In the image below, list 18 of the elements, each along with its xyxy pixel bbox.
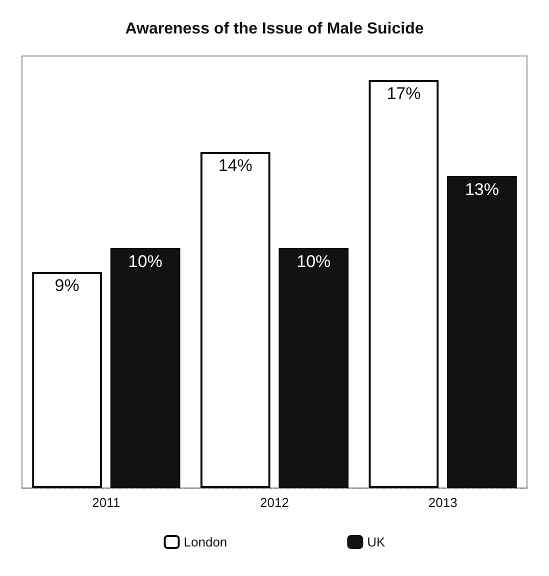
data-label: 13% (464, 180, 499, 199)
x-tick-label: 2013 (428, 495, 458, 510)
bar (110, 248, 180, 488)
data-label: 14% (218, 156, 252, 175)
legend-label: UK (367, 534, 386, 550)
bar (32, 272, 102, 488)
data-label: 10% (296, 252, 331, 271)
bar (278, 248, 349, 488)
bar (368, 80, 439, 488)
x-tick-label: 2011 (92, 495, 120, 510)
bar (447, 176, 517, 488)
x-tick-label: 2012 (260, 495, 289, 510)
bar (200, 152, 270, 488)
data-label: 9% (54, 276, 80, 295)
data-label: 10% (128, 252, 162, 271)
chart-title: Awareness of the Issue of Male Suicide (125, 20, 424, 38)
data-label: 17% (386, 84, 421, 103)
legend-label: London (184, 534, 228, 550)
